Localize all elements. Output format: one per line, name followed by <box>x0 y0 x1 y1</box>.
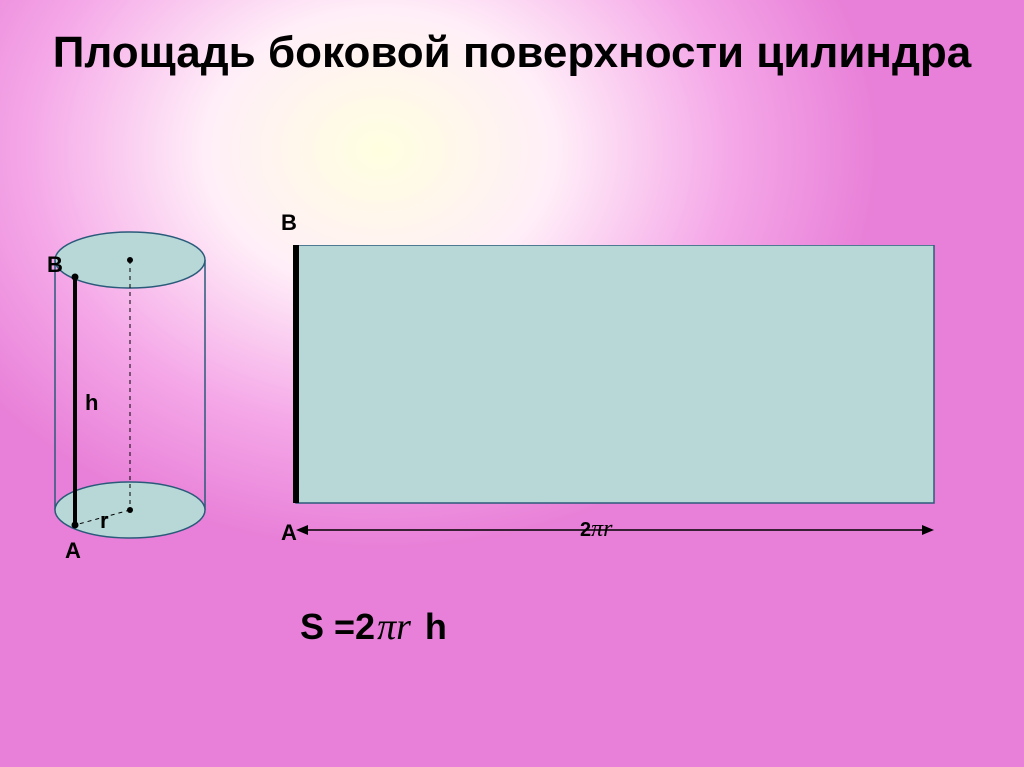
dim-pir: πr <box>591 516 612 543</box>
rectangle-diagram <box>286 245 936 505</box>
dim-prefix: 2 <box>580 519 591 542</box>
cylinder-svg <box>45 220 215 560</box>
cyl-label-b: B <box>47 252 63 278</box>
page-title: Площадь боковой поверхности цилиндра <box>0 28 1024 79</box>
formula-prefix: S =2 <box>300 606 375 648</box>
cylinder-diagram: B A h r <box>45 220 215 560</box>
formula: S =2 πr h <box>300 605 447 649</box>
rect-label-b: B <box>281 210 297 236</box>
cyl-label-h: h <box>85 390 98 416</box>
cyl-label-a: A <box>65 538 81 564</box>
formula-pir: πr <box>377 605 411 649</box>
formula-suffix: h <box>425 606 447 648</box>
rectangle-svg <box>286 245 936 505</box>
cyl-label-r: r <box>100 508 109 534</box>
width-dimension-label: 2 πr <box>580 516 613 543</box>
